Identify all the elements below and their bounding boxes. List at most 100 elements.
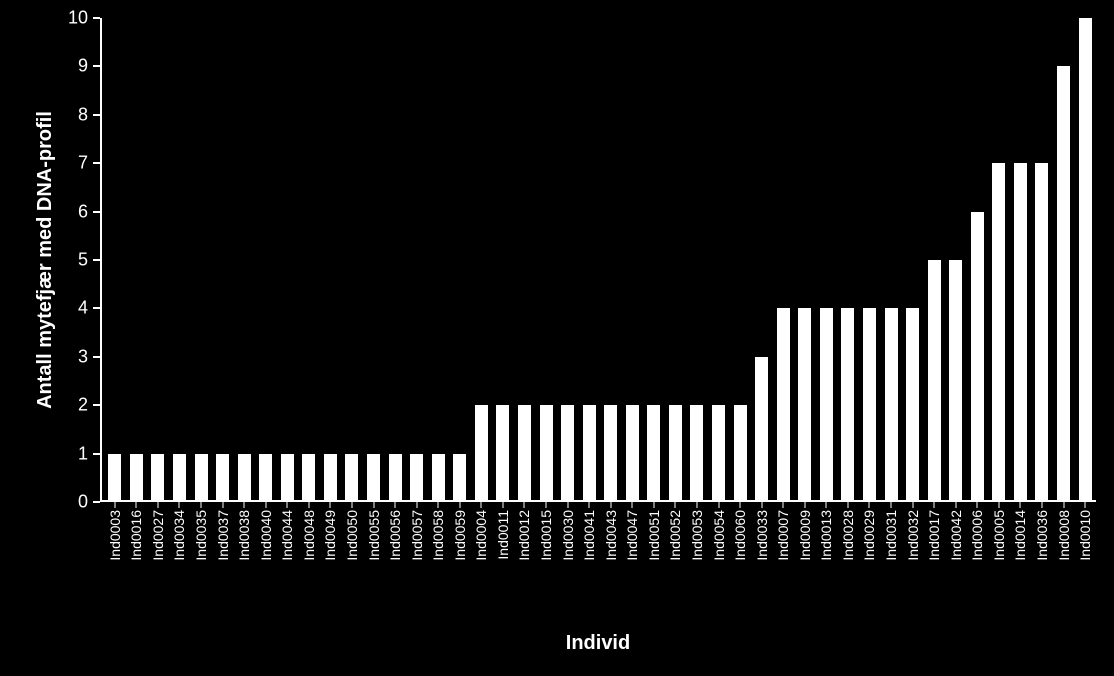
y-tick [93, 162, 100, 164]
x-label-slot: Ind0031 [880, 502, 902, 622]
x-label-slot: Ind0060 [729, 502, 751, 622]
x-tick-label: Ind0059 [452, 510, 468, 561]
bar [130, 454, 143, 500]
bar-slot [945, 260, 967, 502]
x-label-slot: Ind0027 [147, 502, 169, 622]
bar-slot [967, 212, 989, 502]
bar [475, 405, 488, 500]
x-tick [524, 502, 525, 508]
x-tick-label: Ind0009 [797, 510, 813, 561]
x-label-slot: Ind0047 [622, 502, 644, 622]
x-label-slot: Ind0029 [859, 502, 881, 622]
bar [389, 454, 402, 500]
y-tick-label: 2 [58, 395, 88, 416]
y-tick [93, 307, 100, 309]
x-tick-label: Ind0044 [279, 510, 295, 561]
x-tick-label: Ind0041 [581, 510, 597, 561]
x-label-slot: Ind0005 [988, 502, 1010, 622]
x-label-slot: Ind0011 [492, 502, 514, 622]
bar-slot [320, 454, 342, 502]
x-tick-labels: Ind0003Ind0016Ind0027Ind0034Ind0035Ind00… [104, 502, 1096, 622]
x-tick-label: Ind0014 [1012, 510, 1028, 561]
bar [841, 308, 854, 500]
x-label-slot: Ind0040 [255, 502, 277, 622]
bar-slot [923, 260, 945, 502]
x-tick-label: Ind0058 [430, 510, 446, 561]
x-tick [244, 502, 245, 508]
plot-area: 012345678910 [100, 18, 1096, 502]
y-tick-label: 10 [58, 8, 88, 29]
x-tick-label: Ind0030 [560, 510, 576, 561]
x-tick-label: Ind0013 [818, 510, 834, 561]
x-label-slot: Ind0051 [643, 502, 665, 622]
x-tick [502, 502, 503, 508]
bar [1057, 66, 1070, 500]
bar-slot [212, 454, 234, 502]
bar [108, 454, 121, 500]
y-tick [93, 211, 100, 213]
x-tick [1020, 502, 1021, 508]
x-tick [481, 502, 482, 508]
x-tick-label: Ind0012 [516, 510, 532, 561]
y-tick-label: 0 [58, 492, 88, 513]
x-tick [869, 502, 870, 508]
bar-series [100, 18, 1096, 502]
x-label-slot: Ind0054 [708, 502, 730, 622]
x-tick-label: Ind0003 [107, 510, 123, 561]
bar [410, 454, 423, 500]
bar [777, 308, 790, 500]
x-label-slot: Ind0032 [902, 502, 924, 622]
x-tick-label: Ind0033 [754, 510, 770, 561]
bar [734, 405, 747, 500]
x-tick [201, 502, 202, 508]
bar-slot [622, 405, 644, 502]
bar-slot [1031, 163, 1053, 502]
bar [367, 454, 380, 500]
bar-slot [427, 454, 449, 502]
bar [669, 405, 682, 500]
bar-slot [471, 405, 493, 502]
x-tick-label: Ind0054 [711, 510, 727, 561]
bar [863, 308, 876, 500]
x-tick-label: Ind0007 [775, 510, 791, 561]
x-tick-label: Ind0047 [624, 510, 640, 561]
x-tick-label: Ind0034 [171, 510, 187, 561]
x-label-slot: Ind0053 [686, 502, 708, 622]
x-tick-label: Ind0015 [538, 510, 554, 561]
x-label-slot: Ind0056 [384, 502, 406, 622]
x-tick-label: Ind0049 [322, 510, 338, 561]
bar-slot [1010, 163, 1032, 502]
x-tick [718, 502, 719, 508]
bar-slot [816, 308, 838, 502]
x-tick [459, 502, 460, 508]
bar-slot [880, 308, 902, 502]
bar-slot [772, 308, 794, 502]
x-tick-label: Ind0048 [301, 510, 317, 561]
bar [496, 405, 509, 500]
bar-slot [643, 405, 665, 502]
x-tick-label: Ind0053 [689, 510, 705, 561]
x-tick-label: Ind0038 [236, 510, 252, 561]
bar-slot [406, 454, 428, 502]
bar [583, 405, 596, 500]
x-tick [416, 502, 417, 508]
bar [820, 308, 833, 500]
x-tick-label: Ind0032 [905, 510, 921, 561]
x-tick-label: Ind0052 [667, 510, 683, 561]
x-label-slot: Ind0033 [751, 502, 773, 622]
x-tick [567, 502, 568, 508]
bar-slot [104, 454, 126, 502]
bar [798, 308, 811, 500]
x-tick [847, 502, 848, 508]
x-tick-label: Ind0005 [991, 510, 1007, 561]
y-tick [93, 65, 100, 67]
y-tick [93, 259, 100, 261]
y-tick-label: 7 [58, 153, 88, 174]
x-label-slot: Ind0012 [514, 502, 536, 622]
x-tick [222, 502, 223, 508]
x-tick [1063, 502, 1064, 508]
x-tick [287, 502, 288, 508]
x-tick [308, 502, 309, 508]
x-tick [934, 502, 935, 508]
x-tick [589, 502, 590, 508]
